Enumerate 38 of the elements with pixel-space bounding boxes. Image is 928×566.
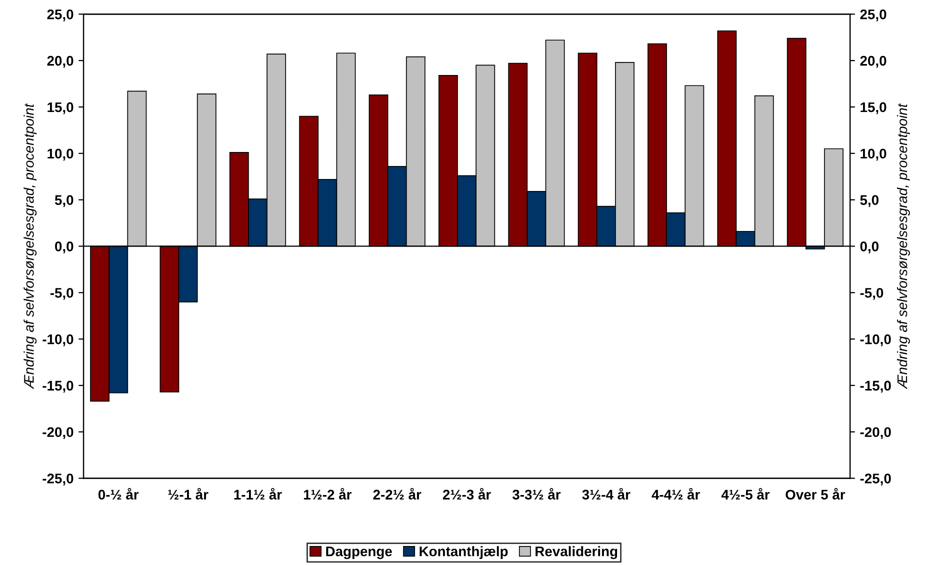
y-tick-label: 0,0 bbox=[55, 242, 74, 254]
y2-tick-label: 5,0 bbox=[860, 195, 879, 207]
y-tick-label: -15,0 bbox=[42, 380, 74, 393]
x-tick-label: 1-1½ år bbox=[234, 488, 282, 500]
y-tick-label: -25,0 bbox=[42, 474, 74, 486]
y2-axis-title: Ændring af selvforsørgelsesgrad, procentpoint bbox=[896, 103, 910, 390]
y2-tick-label: -25,0 bbox=[860, 474, 891, 486]
x-tick-label: 4-4½ år bbox=[652, 488, 700, 500]
y2-tick-label: -15,0 bbox=[860, 380, 891, 393]
x-tick-label: 3-3½ år bbox=[512, 488, 561, 500]
y-axis-title: Ændring af selvforsørgelsesgrad, procentpoint bbox=[24, 103, 37, 390]
x-tick-label: Over 5 år bbox=[786, 488, 846, 500]
y2-tick-label: -10,0 bbox=[860, 334, 891, 346]
y-tick-label: 15,0 bbox=[48, 102, 74, 114]
y2-tick-label: -20,0 bbox=[860, 427, 891, 440]
y2-tick-label: 20,0 bbox=[860, 56, 886, 68]
y-tick-label: 25,0 bbox=[47, 9, 74, 22]
y2-tick-label: 0,0 bbox=[860, 242, 879, 254]
y-tick-label: -10,0 bbox=[42, 334, 74, 346]
y-tick-label: 20,0 bbox=[47, 56, 74, 68]
legend-label: Revalidering bbox=[536, 546, 618, 560]
y2-tick-label: -5,0 bbox=[860, 288, 884, 300]
y2-tick-label: 25,0 bbox=[860, 9, 886, 22]
x-tick-label: 0-½ år bbox=[98, 488, 139, 500]
y2-tick-label: 15,0 bbox=[860, 102, 886, 114]
x-tick-label: 3½-4 år bbox=[582, 488, 630, 500]
y-tick-label: 5,0 bbox=[54, 195, 74, 207]
legend-label: Kontanthjælp bbox=[420, 546, 508, 560]
y2-tick-label: 10,0 bbox=[860, 148, 886, 161]
y-tick-label: -20,0 bbox=[42, 427, 74, 440]
x-tick-label: 1½-2 år bbox=[304, 488, 352, 500]
legend-label: Dagpenge bbox=[326, 546, 392, 560]
y-tick-label: -5,0 bbox=[50, 288, 74, 300]
x-tick-label: ½-1 år bbox=[168, 488, 208, 500]
y-tick-label: 10,0 bbox=[48, 148, 74, 161]
x-tick-label: 4½-5 år bbox=[721, 488, 770, 500]
x-tick-label: 2½-3 år bbox=[442, 488, 491, 500]
x-tick-label: 2-2½ år bbox=[373, 488, 422, 500]
